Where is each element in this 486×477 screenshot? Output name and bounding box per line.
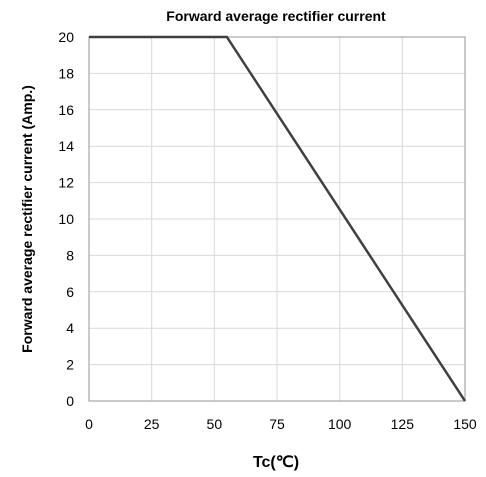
- x-tick-labels: 0 25 50 75 100 125 150: [85, 416, 477, 432]
- y-tick-label: 12: [58, 175, 74, 191]
- y-axis-label: Forward average rectifier current (Amp.): [19, 85, 35, 353]
- y-tick-label: 16: [58, 102, 74, 118]
- y-tick-label: 20: [58, 29, 74, 45]
- x-axis-label: Tc(℃): [253, 454, 299, 471]
- y-tick-label: 18: [58, 65, 74, 81]
- x-tick-label: 50: [207, 416, 223, 432]
- y-tick-label: 0: [66, 393, 74, 409]
- y-tick-label: 4: [66, 320, 74, 336]
- y-tick-label: 6: [66, 284, 74, 300]
- plot-frame: [88, 36, 466, 402]
- y-tick-label: 2: [66, 357, 74, 373]
- x-tick-label: 100: [328, 416, 352, 432]
- x-tick-label: 0: [85, 416, 93, 432]
- y-tick-label: 8: [66, 247, 74, 263]
- y-tick-label: 14: [58, 138, 74, 154]
- x-tick-label: 25: [144, 416, 160, 432]
- x-tick-label: 125: [391, 416, 415, 432]
- y-tick-label: 10: [58, 211, 74, 227]
- y-tick-labels: 0 2 4 6 8 10 12 14 16 18 20: [58, 29, 74, 409]
- series-line: [89, 35, 467, 402]
- chart-title: Forward average rectifier current: [166, 8, 386, 24]
- x-tick-label: 75: [269, 416, 285, 432]
- x-tick-label: 150: [453, 416, 477, 432]
- grid: [88, 36, 466, 402]
